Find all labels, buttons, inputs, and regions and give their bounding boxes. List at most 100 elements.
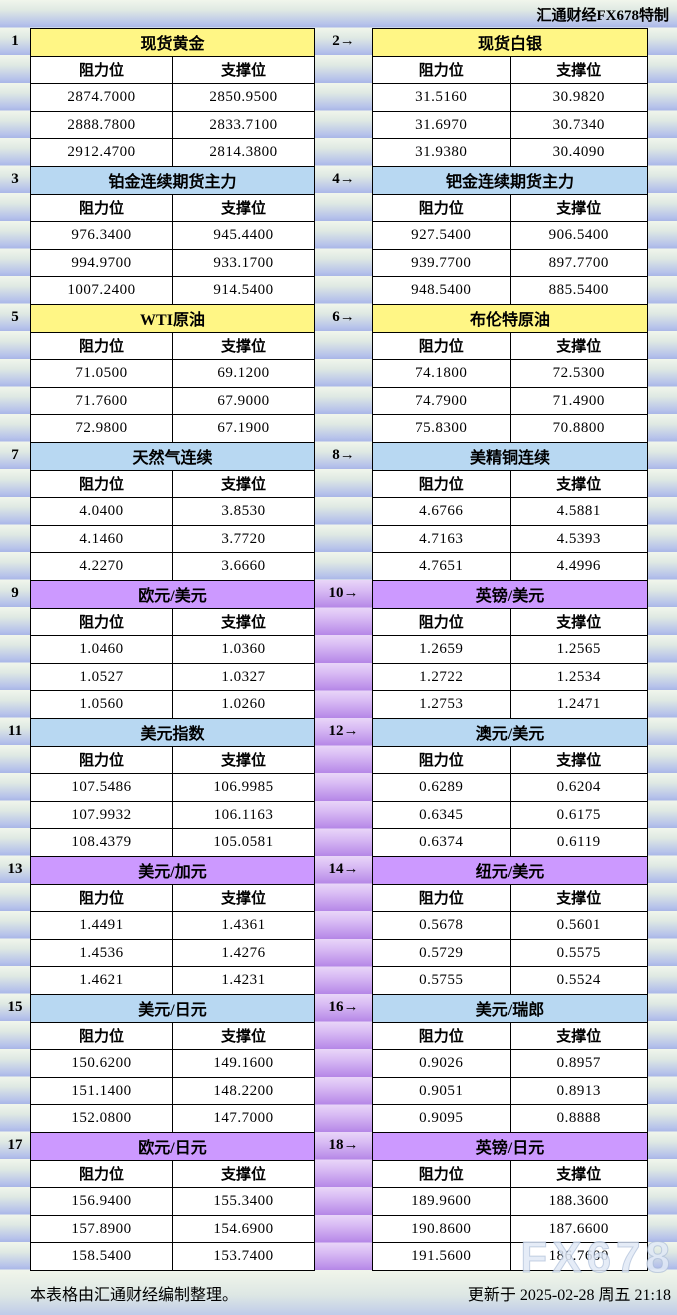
- right-block: 布伦特原油 阻力位 支撑位 74.1800 72.5300 74.7900 71.4…: [372, 304, 648, 443]
- price-table: 铂金连续期货主力 阻力位 支撑位 976.3400 945.4400 994.97…: [30, 166, 315, 305]
- center-gutter: 8→: [315, 442, 372, 580]
- footer-update-time: 更新于 2025-02-28 周五 21:18: [467, 1287, 671, 1304]
- resistance-value: 1.4491: [30, 911, 173, 940]
- support-value: 71.4900: [509, 386, 648, 416]
- support-value: 154.6900: [172, 1214, 315, 1244]
- blocks-container: 1 现货黄金 阻力位 支撑位 2874.7000 2850.9500 2888.7…: [0, 28, 677, 1271]
- support-value: 3.6660: [172, 552, 315, 581]
- resistance-value: 156.9400: [30, 1187, 173, 1216]
- block-title: 纽元/美元: [372, 856, 648, 885]
- support-value: 945.4400: [172, 221, 315, 250]
- block-pair-row: 5 WTI原油 阻力位 支撑位 71.0500 69.1200 71.7600 67…: [0, 304, 677, 443]
- resistance-value: 948.5400: [372, 276, 511, 305]
- support-header: 支撑位: [172, 469, 315, 499]
- support-value: 153.7400: [172, 1242, 315, 1271]
- price-table: 天然气连续 阻力位 支撑位 4.0400 3.8530 4.1460 3.7720 …: [30, 442, 315, 581]
- block-pair-row: 11 美元指数 阻力位 支撑位 107.5486 106.9985 107.993…: [0, 718, 677, 857]
- center-gutter: 6→: [315, 304, 372, 442]
- block-title: 澳元/美元: [372, 718, 648, 747]
- block-title: 钯金连续期货主力: [372, 166, 648, 195]
- price-table: 现货白银 阻力位 支撑位 31.5160 30.9820 31.6970 30.73…: [372, 28, 648, 167]
- resistance-header: 阻力位: [30, 193, 173, 223]
- support-header: 支撑位: [172, 1159, 315, 1189]
- support-value: 69.1200: [172, 359, 315, 388]
- support-header: 支撑位: [172, 331, 315, 361]
- support-value: 1.2471: [509, 690, 648, 719]
- block-title: 美元/日元: [30, 994, 315, 1023]
- resistance-value: 927.5400: [372, 221, 511, 250]
- resistance-value: 107.5486: [30, 773, 173, 802]
- support-value: 897.7700: [509, 248, 648, 278]
- resistance-value: 4.6766: [372, 497, 511, 526]
- row-number: 5: [11, 309, 19, 325]
- support-value: 1.4276: [172, 938, 315, 968]
- support-header: 支撑位: [509, 883, 648, 913]
- support-header: 支撑位: [509, 469, 648, 499]
- support-header: 支撑位: [509, 1021, 648, 1051]
- price-table: WTI原油 阻力位 支撑位 71.0500 69.1200 71.7600 67.9…: [30, 304, 315, 443]
- block-title: 铂金连续期货主力: [30, 166, 315, 195]
- center-gutter: 10→: [315, 580, 372, 718]
- right-margin: [648, 718, 677, 856]
- support-value: 147.7000: [172, 1104, 315, 1133]
- support-value: 67.1900: [172, 414, 315, 443]
- support-value: 148.2200: [172, 1076, 315, 1106]
- support-header: 支撑位: [172, 745, 315, 775]
- resistance-value: 0.6289: [372, 773, 511, 802]
- resistance-header: 阻力位: [372, 193, 511, 223]
- support-header: 支撑位: [172, 193, 315, 223]
- support-header: 支撑位: [509, 745, 648, 775]
- price-table: 欧元/美元 阻力位 支撑位 1.0460 1.0360 1.0527 1.0327 …: [30, 580, 315, 719]
- left-block: 铂金连续期货主力 阻力位 支撑位 976.3400 945.4400 994.97…: [30, 166, 315, 305]
- support-header: 支撑位: [172, 55, 315, 85]
- center-gutter: 14→: [315, 856, 372, 994]
- support-value: 914.5400: [172, 276, 315, 305]
- support-value: 1.2534: [509, 662, 648, 692]
- right-block: 澳元/美元 阻力位 支撑位 0.6289 0.6204 0.6345 0.6175 …: [372, 718, 648, 857]
- support-header: 支撑位: [509, 1159, 648, 1189]
- support-value: 30.9820: [509, 83, 648, 112]
- resistance-value: 939.7700: [372, 248, 511, 278]
- resistance-value: 31.6970: [372, 110, 511, 140]
- resistance-value: 1.2659: [372, 635, 511, 664]
- block-pair-row: 7 天然气连续 阻力位 支撑位 4.0400 3.8530 4.1460 3.772…: [0, 442, 677, 581]
- left-block: 欧元/日元 阻力位 支撑位 156.9400 155.3400 157.8900 1…: [30, 1132, 315, 1271]
- support-header: 支撑位: [172, 1021, 315, 1051]
- support-header: 支撑位: [509, 607, 648, 637]
- resistance-value: 108.4379: [30, 828, 173, 857]
- support-value: 0.8957: [509, 1049, 648, 1078]
- row-number: 9: [11, 585, 19, 601]
- block-title: 现货白银: [372, 28, 648, 57]
- price-table: 美精铜连续 阻力位 支撑位 4.6766 4.5881 4.7163 4.5393 …: [372, 442, 648, 581]
- resistance-value: 74.7900: [372, 386, 511, 416]
- block-title: 美元/瑞郎: [372, 994, 648, 1023]
- support-header: 支撑位: [509, 193, 648, 223]
- support-value: 2850.9500: [172, 83, 315, 112]
- support-header: 支撑位: [172, 883, 315, 913]
- resistance-value: 1.4621: [30, 966, 173, 995]
- block-pair-row: 13 美元/加元 阻力位 支撑位 1.4491 1.4361 1.4536 1.42…: [0, 856, 677, 995]
- left-block: 天然气连续 阻力位 支撑位 4.0400 3.8530 4.1460 3.7720 …: [30, 442, 315, 581]
- resistance-value: 1.2753: [372, 690, 511, 719]
- support-value: 187.6600: [509, 1214, 648, 1244]
- price-table: 美元/日元 阻力位 支撑位 150.6200 149.1600 151.1400 1…: [30, 994, 315, 1133]
- resistance-header: 阻力位: [372, 1021, 511, 1051]
- support-value: 4.5881: [509, 497, 648, 526]
- center-gutter: 2→: [315, 28, 372, 166]
- resistance-value: 72.9800: [30, 414, 173, 443]
- resistance-value: 4.7651: [372, 552, 511, 581]
- block-title: 欧元/美元: [30, 580, 315, 609]
- block-pair-row: 1 现货黄金 阻力位 支撑位 2874.7000 2850.9500 2888.7…: [0, 28, 677, 167]
- support-value: 3.8530: [172, 497, 315, 526]
- resistance-header: 阻力位: [372, 883, 511, 913]
- right-block: 英镑/日元 阻力位 支撑位 189.9600 188.3600 190.8600 1…: [372, 1132, 648, 1271]
- right-block: 美元/瑞郎 阻力位 支撑位 0.9026 0.8957 0.9051 0.8913 …: [372, 994, 648, 1133]
- center-gutter: 18→: [315, 1132, 372, 1270]
- block-title: 英镑/美元: [372, 580, 648, 609]
- support-value: 155.3400: [172, 1187, 315, 1216]
- resistance-value: 4.1460: [30, 524, 173, 554]
- price-table: 布伦特原油 阻力位 支撑位 74.1800 72.5300 74.7900 71.4…: [372, 304, 648, 443]
- support-value: 933.1700: [172, 248, 315, 278]
- resistance-value: 190.8600: [372, 1214, 511, 1244]
